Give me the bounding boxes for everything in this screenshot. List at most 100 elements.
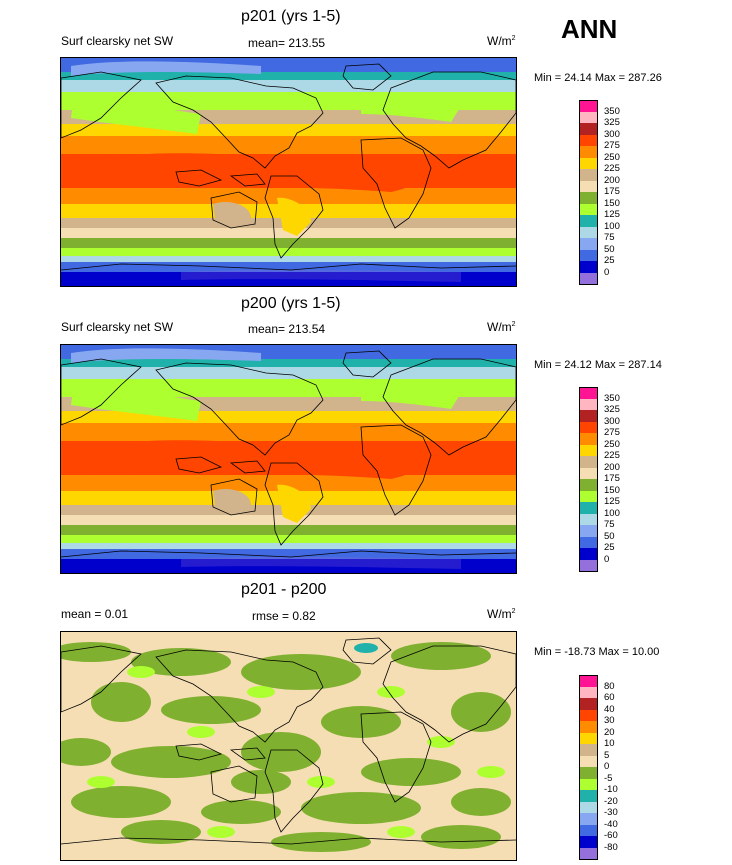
contour-band — [61, 80, 516, 92]
contour-band — [301, 792, 421, 824]
colorbar-1-swatch — [579, 203, 598, 216]
contour-band — [61, 543, 516, 549]
colorbar-1-swatch — [579, 146, 598, 158]
contour-band — [61, 367, 516, 379]
coastline — [210, 765, 258, 803]
contour-band — [201, 800, 281, 824]
colorbar-2-swatch — [579, 456, 598, 468]
colorbar-2-swatch — [579, 421, 598, 434]
colorbar-2-swatch — [579, 536, 598, 549]
panel-3-mean: mean = 0.01 — [61, 607, 129, 621]
colorbar-1-label: 50 — [604, 243, 615, 255]
coastline — [61, 358, 142, 426]
antarctic-region — [181, 556, 461, 569]
colorbar-2-label: 275 — [604, 427, 620, 438]
coastline — [61, 550, 516, 558]
colorbar-1-label: 75 — [604, 232, 615, 243]
coastline — [61, 263, 516, 271]
colorbar-1-label: 350 — [604, 105, 620, 117]
panel-1-units: W/m2 — [487, 34, 516, 48]
colorbar-1-swatch — [579, 111, 598, 124]
colorbar-2-swatch — [579, 444, 598, 457]
coastline — [229, 460, 266, 474]
colorbar-1-label: 250 — [604, 151, 620, 163]
colorbar-3-swatch — [579, 686, 598, 699]
panel-1-variable: Surf clearsky net SW — [61, 34, 174, 48]
contour-band — [61, 559, 516, 573]
colorbar-1-swatch — [579, 249, 598, 262]
colorbar-3-swatch — [579, 813, 598, 825]
colorbar-3-swatch — [579, 709, 598, 722]
colorbar-1-label: 100 — [604, 220, 620, 232]
colorbar-1-label: 25 — [604, 255, 615, 266]
coastline — [210, 478, 258, 516]
contour-band — [91, 682, 151, 722]
colorbar-1-label: 275 — [604, 140, 620, 151]
eurasia-region — [71, 387, 201, 421]
colorbar-3-swatch — [579, 790, 598, 802]
eurasia-region — [71, 100, 201, 134]
colorbar-2-label: 0 — [604, 553, 610, 565]
colorbar-1-swatch — [579, 180, 598, 193]
contour-band — [61, 359, 516, 367]
colorbar-3-label: 0 — [604, 761, 610, 772]
colorbar-3-label: 5 — [604, 749, 610, 761]
colorbar-2-swatch — [579, 559, 598, 572]
colorbar-3-swatch — [579, 778, 598, 791]
contour-band — [247, 686, 275, 698]
warm-pool-region — [121, 153, 410, 192]
contour-band — [61, 549, 516, 559]
contour-band — [61, 72, 516, 80]
colorbar-1-label: 125 — [604, 209, 620, 220]
contour-band — [377, 686, 405, 698]
contour-band — [241, 654, 361, 690]
colorbar-3-swatch — [579, 767, 598, 779]
colorbar-1-swatch — [579, 226, 598, 239]
colorbar-2-label: 150 — [604, 484, 620, 496]
colorbar-3-swatch — [579, 824, 598, 837]
colorbar-3-label: 20 — [604, 726, 615, 738]
colorbar-2-swatch — [579, 502, 598, 514]
indian-ocean-region — [61, 156, 181, 187]
australia-region — [213, 201, 251, 224]
colorbar-1-swatch — [579, 123, 598, 135]
panel-1-mean: mean= 213.55 — [248, 36, 326, 50]
coastline — [61, 837, 516, 845]
contour-band — [451, 692, 511, 732]
colorbar-2-swatch — [579, 490, 598, 503]
colorbar-2-label: 300 — [604, 415, 620, 427]
colorbar-2-swatch — [579, 467, 598, 480]
panel-1-minmax: Min = 24.14 Max = 287.26 — [534, 72, 662, 84]
colorbar-1-swatch — [579, 238, 598, 250]
coastline — [61, 71, 142, 139]
colorbar-2-swatch — [579, 433, 598, 445]
contour-band — [427, 736, 455, 748]
panel-2-variable: Surf clearsky net SW — [61, 320, 174, 334]
contour-band — [187, 726, 215, 738]
contour-band — [61, 228, 516, 238]
colorbar-2-label: 100 — [604, 507, 620, 519]
contour-band — [61, 525, 516, 535]
panel-2-units: W/m2 — [487, 320, 516, 334]
contour-band — [61, 535, 516, 543]
colorbar-3-label: 40 — [604, 703, 615, 715]
colorbar-2-swatch — [579, 513, 598, 526]
contour-band — [61, 238, 516, 248]
contour-band — [71, 786, 171, 818]
coastline — [155, 649, 324, 743]
map-2-svg — [61, 345, 516, 573]
colorbar-1-label: 300 — [604, 128, 620, 140]
colorbar-3-label: -80 — [604, 841, 618, 853]
coastline — [229, 747, 266, 761]
contour-band — [61, 411, 516, 423]
coastline — [264, 749, 324, 833]
colorbar-1-swatch — [579, 169, 598, 181]
contour-band — [61, 136, 516, 154]
contour-band — [87, 776, 115, 788]
colorbar-3-label: -30 — [604, 807, 618, 818]
coastline — [360, 137, 432, 229]
colorbar-3-swatch — [579, 755, 598, 768]
panel-2-title: p200 (yrs 1-5) — [241, 295, 341, 312]
panel-3-rmse: rmse = 0.82 — [252, 609, 316, 623]
contour-band — [61, 124, 516, 136]
